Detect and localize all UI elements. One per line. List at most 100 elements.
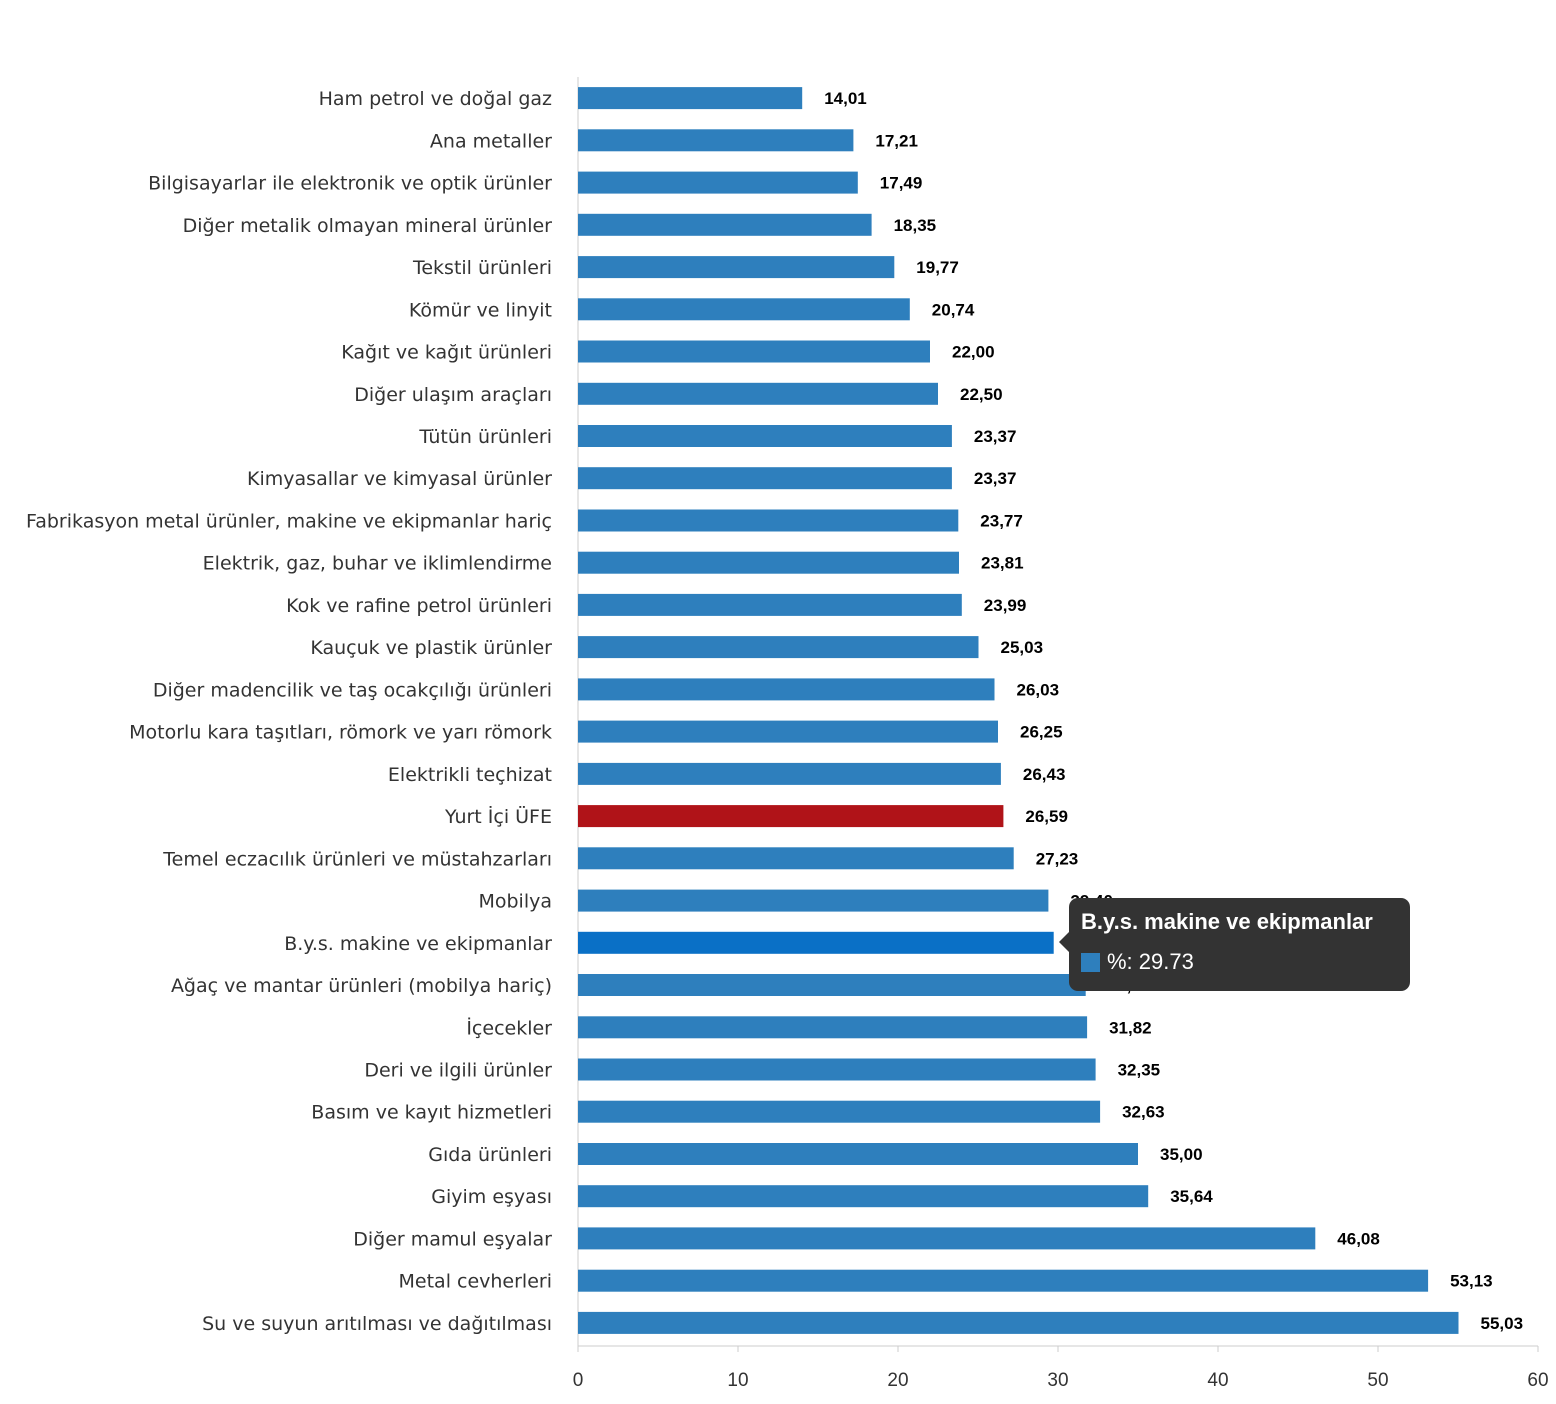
bar bbox=[578, 382, 938, 405]
bar bbox=[578, 171, 858, 194]
bar bbox=[578, 762, 1001, 785]
category-label: Diğer mamul eşyalar bbox=[353, 1228, 552, 1250]
bar bbox=[578, 720, 998, 743]
category-label: Kok ve rafine petrol ürünleri bbox=[286, 595, 552, 617]
value-label: 18,35 bbox=[894, 216, 937, 235]
value-label: 19,77 bbox=[916, 258, 959, 277]
category-label: Tütün ürünleri bbox=[418, 426, 552, 448]
category-label: Diğer metalik olmayan mineral ürünler bbox=[183, 215, 553, 237]
bar bbox=[578, 678, 995, 701]
tooltip-row: %: 29.73 bbox=[1081, 948, 1398, 976]
value-label: 22,00 bbox=[952, 343, 995, 362]
bar bbox=[578, 298, 910, 321]
x-tick-label: 10 bbox=[727, 1370, 748, 1391]
tooltip-value-text: %: 29.73 bbox=[1107, 949, 1194, 974]
category-label: Mobilya bbox=[478, 891, 552, 913]
value-label: 26,25 bbox=[1020, 723, 1063, 742]
value-label: 23,37 bbox=[974, 427, 1017, 446]
category-label: B.y.s. makine ve ekipmanlar bbox=[284, 933, 552, 955]
value-label: 23,77 bbox=[980, 512, 1023, 531]
value-label: 27,23 bbox=[1036, 849, 1079, 868]
value-label: 25,03 bbox=[1001, 638, 1044, 657]
category-label: Ağaç ve mantar ürünleri (mobilya hariç) bbox=[171, 975, 552, 997]
x-tick-label: 60 bbox=[1527, 1370, 1548, 1391]
value-label: 17,49 bbox=[880, 174, 923, 193]
x-tick-label: 30 bbox=[1047, 1370, 1068, 1391]
value-label: 20,74 bbox=[932, 300, 975, 319]
category-label: Yurt İçi ÜFE bbox=[444, 805, 552, 828]
bar bbox=[578, 129, 854, 152]
tooltip-title: B.y.s. makine ve ekipmanlar bbox=[1081, 909, 1373, 934]
category-label: Metal cevherleri bbox=[399, 1271, 552, 1293]
category-label: Basım ve kayıt hizmetleri bbox=[311, 1102, 552, 1124]
category-label: Ana metaller bbox=[430, 130, 552, 152]
value-label: 46,08 bbox=[1337, 1229, 1380, 1248]
bar bbox=[578, 889, 1049, 912]
bar bbox=[578, 593, 962, 616]
bar bbox=[578, 1016, 1088, 1039]
value-label: 23,81 bbox=[981, 554, 1024, 573]
bar bbox=[578, 847, 1014, 870]
bar bbox=[578, 213, 872, 236]
bar bbox=[578, 636, 979, 659]
value-label: 26,59 bbox=[1025, 807, 1068, 826]
bar bbox=[578, 467, 952, 490]
bar bbox=[578, 340, 930, 363]
category-label: Su ve suyun arıtılması ve dağıtılması bbox=[202, 1313, 552, 1335]
category-label: Bilgisayarlar ile elektronik ve optik ür… bbox=[148, 173, 552, 195]
category-label: Diğer ulaşım araçları bbox=[354, 384, 552, 406]
bar bbox=[578, 425, 952, 447]
category-label: Elektrikli teçhizat bbox=[388, 764, 552, 786]
category-label: Kömür ve linyit bbox=[409, 299, 552, 321]
category-label: Kimyasallar ve kimyasal ürünler bbox=[247, 468, 552, 490]
bar bbox=[578, 1058, 1096, 1081]
category-label: Elektrik, gaz, buhar ve iklimlendirme bbox=[203, 553, 552, 575]
category-label: Giyim eşyası bbox=[431, 1186, 552, 1208]
bar bbox=[578, 1185, 1149, 1208]
category-label: Gıda ürünleri bbox=[428, 1144, 552, 1166]
bar bbox=[578, 551, 959, 574]
category-label: Tekstil ürünleri bbox=[412, 257, 552, 279]
bar bbox=[578, 931, 1054, 954]
bar bbox=[578, 1143, 1138, 1165]
bar bbox=[578, 256, 895, 279]
value-label: 17,21 bbox=[875, 131, 918, 150]
category-label: Fabrikasyon metal ürünler, makine ve eki… bbox=[26, 511, 552, 533]
bar bbox=[578, 509, 959, 532]
bar bbox=[578, 1227, 1316, 1250]
value-label: 23,37 bbox=[974, 469, 1017, 488]
category-label: İçecekler bbox=[466, 1016, 552, 1039]
value-label: 35,00 bbox=[1160, 1145, 1203, 1164]
bar bbox=[578, 1100, 1101, 1123]
x-tick-label: 40 bbox=[1207, 1370, 1228, 1391]
value-label: 55,03 bbox=[1481, 1314, 1524, 1333]
value-label: 26,03 bbox=[1017, 680, 1060, 699]
bar bbox=[578, 805, 1004, 828]
x-tick-label: 0 bbox=[573, 1370, 584, 1391]
bar bbox=[578, 87, 803, 110]
value-label: 31,82 bbox=[1109, 1018, 1152, 1037]
value-label: 14,01 bbox=[824, 89, 867, 108]
bar bbox=[578, 974, 1086, 996]
category-label: Kauçuk ve plastik ürünler bbox=[310, 637, 552, 659]
value-label: 32,35 bbox=[1118, 1061, 1161, 1080]
x-tick-label: 50 bbox=[1367, 1370, 1388, 1391]
value-label: 32,63 bbox=[1122, 1103, 1165, 1122]
value-label: 23,99 bbox=[984, 596, 1027, 615]
value-label: 35,64 bbox=[1170, 1187, 1213, 1206]
value-label: 22,50 bbox=[960, 385, 1003, 404]
bar bbox=[578, 1269, 1429, 1292]
category-label: Motorlu kara taşıtları, römork ve yarı r… bbox=[129, 722, 552, 744]
bar bbox=[578, 1311, 1459, 1334]
value-label: 26,43 bbox=[1023, 765, 1066, 784]
tooltip-series-swatch bbox=[1081, 952, 1100, 972]
value-label: 53,13 bbox=[1450, 1272, 1493, 1291]
category-label: Ham petrol ve doğal gaz bbox=[319, 88, 552, 110]
category-label: Temel eczacılık ürünleri ve müstahzarlar… bbox=[162, 848, 552, 870]
chart-tooltip: B.y.s. makine ve ekipmanlar %: 29.73 bbox=[1059, 898, 1410, 991]
category-label: Deri ve ilgili ürünler bbox=[364, 1060, 552, 1082]
x-tick-label: 20 bbox=[887, 1370, 908, 1391]
category-label: Kağıt ve kağıt ürünleri bbox=[341, 342, 552, 364]
